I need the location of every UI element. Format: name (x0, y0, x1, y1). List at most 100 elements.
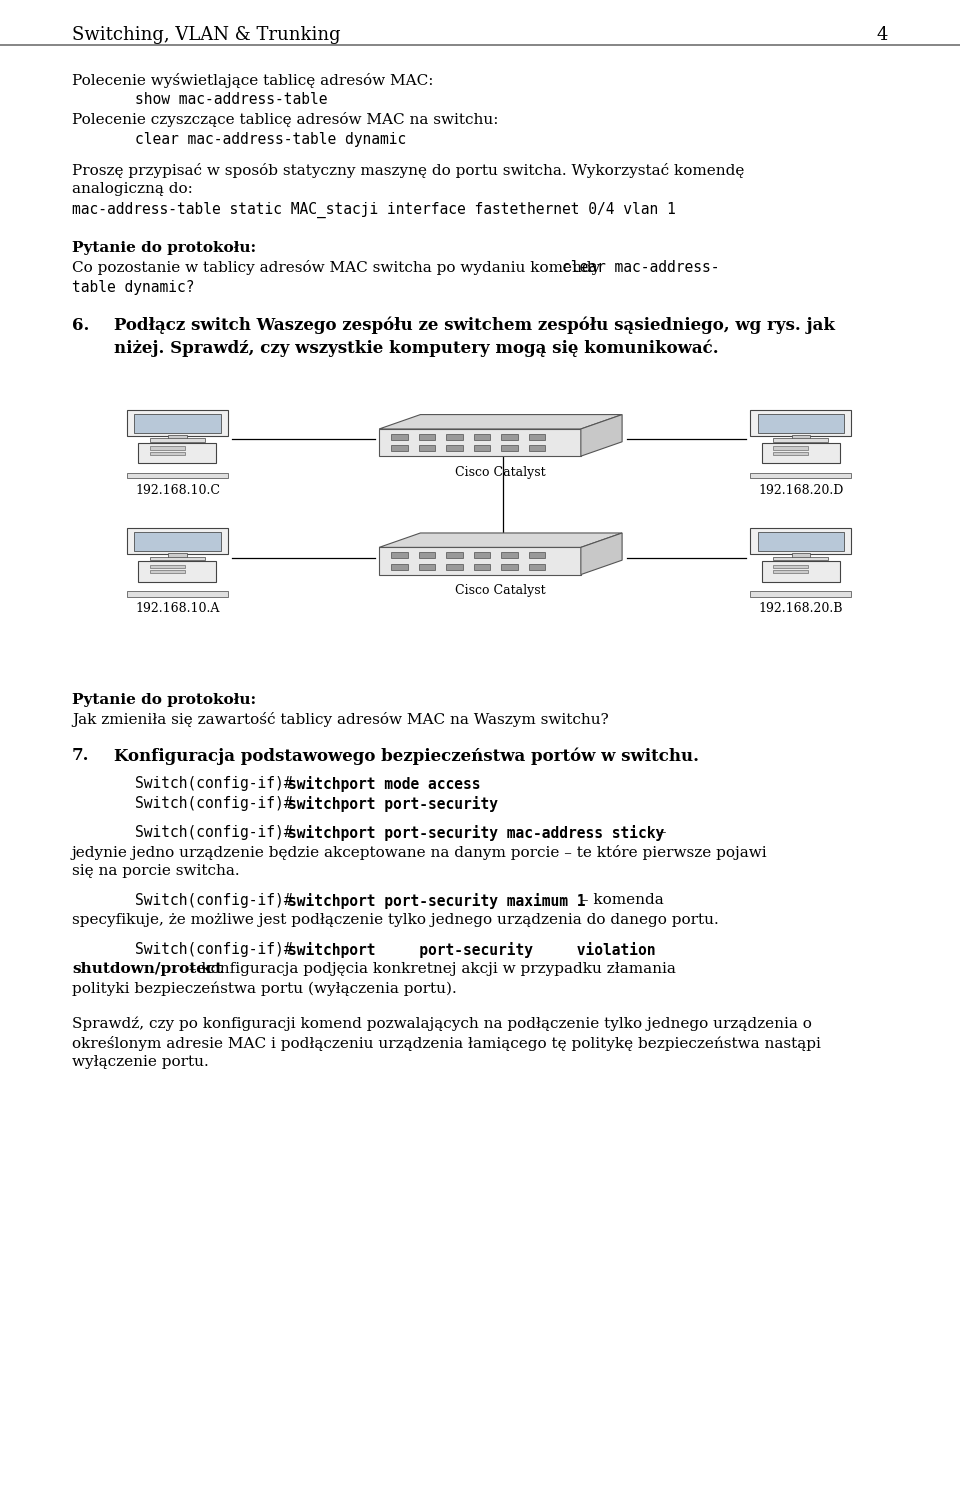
Bar (446, 564, 463, 569)
Polygon shape (581, 533, 622, 575)
Text: Switch(config-if)#: Switch(config-if)# (135, 796, 293, 811)
Text: Switching, VLAN & Trunking: Switching, VLAN & Trunking (72, 26, 341, 44)
Text: Jak zmieniła się zawartość tablicy adresów MAC na Waszym switchu?: Jak zmieniła się zawartość tablicy adres… (72, 711, 609, 726)
Text: clear mac-address-table dynamic: clear mac-address-table dynamic (135, 132, 406, 147)
Text: wyłączenie portu.: wyłączenie portu. (72, 1055, 208, 1069)
Bar (391, 552, 408, 558)
Text: Pytanie do protokołu:: Pytanie do protokołu: (72, 692, 256, 707)
Text: niżej. Sprawdź, czy wszystkie komputery mogą się komunikować.: niżej. Sprawdź, czy wszystkie komputery … (114, 339, 719, 357)
Bar (529, 434, 545, 440)
Bar (751, 410, 852, 435)
Text: specyfikuje, że możliwe jest podłączenie tylko jednego urządzenia do danego port: specyfikuje, że możliwe jest podłączenie… (72, 913, 719, 928)
Text: –: – (655, 826, 667, 839)
Bar (150, 557, 205, 560)
Text: shutdown/protect: shutdown/protect (72, 962, 223, 976)
Bar (419, 434, 435, 440)
Bar (473, 446, 491, 452)
Bar (529, 564, 545, 569)
Bar (529, 446, 545, 452)
Bar (419, 564, 435, 569)
Bar (127, 410, 228, 435)
Text: Cisco Catalyst: Cisco Catalyst (455, 465, 545, 479)
Bar (391, 564, 408, 569)
Text: Switch(config-if)#: Switch(config-if)# (135, 893, 293, 908)
Polygon shape (581, 414, 622, 456)
Text: Co pozostanie w tablicy adresów MAC switcha po wydaniu komendy: Co pozostanie w tablicy adresów MAC swit… (72, 260, 605, 275)
Text: 7.: 7. (72, 747, 89, 764)
Bar (150, 452, 184, 455)
Polygon shape (379, 414, 622, 429)
Bar (419, 552, 435, 558)
Bar (792, 554, 810, 558)
Text: Switch(config-if)#: Switch(config-if)# (135, 943, 293, 958)
Bar (127, 528, 228, 554)
Text: Podłącz switch Waszego zespółu ze switchem zespółu sąsiedniego, wg rys. jak: Podłącz switch Waszego zespółu ze switch… (114, 317, 835, 335)
Bar (419, 446, 435, 452)
Bar (150, 446, 184, 450)
Bar (150, 564, 184, 567)
Bar (751, 473, 852, 479)
Bar (391, 446, 408, 452)
Text: Pytanie do protokołu:: Pytanie do protokołu: (72, 240, 256, 255)
Bar (501, 434, 517, 440)
Text: 192.168.10.A: 192.168.10.A (135, 602, 220, 615)
Bar (774, 446, 808, 450)
Text: show mac-address-table: show mac-address-table (135, 93, 327, 108)
Bar (774, 557, 828, 560)
Text: switchport     port-security     violation: switchport port-security violation (289, 943, 656, 958)
Polygon shape (379, 548, 581, 575)
Polygon shape (379, 429, 581, 456)
Bar (774, 564, 808, 567)
Bar (762, 561, 840, 582)
Text: 192.168.20.D: 192.168.20.D (758, 483, 844, 497)
Bar (774, 570, 808, 573)
Polygon shape (379, 533, 622, 548)
Text: table dynamic?: table dynamic? (72, 279, 195, 294)
Bar (529, 552, 545, 558)
Bar (446, 552, 463, 558)
Bar (168, 554, 186, 558)
Text: switchport port-security maximum 1: switchport port-security maximum 1 (289, 893, 586, 910)
Text: się na porcie switcha.: się na porcie switcha. (72, 865, 240, 878)
Bar (446, 434, 463, 440)
Bar (150, 570, 184, 573)
Bar (751, 591, 852, 597)
Text: Polecenie czyszczące tablicę adresów MAC na switchu:: Polecenie czyszczące tablicę adresów MAC… (72, 113, 498, 128)
Text: clear mac-address-: clear mac-address- (562, 260, 719, 275)
Bar (473, 434, 491, 440)
Text: 192.168.10.C: 192.168.10.C (135, 483, 220, 497)
Bar (446, 446, 463, 452)
Text: switchport port-security: switchport port-security (289, 796, 498, 812)
Bar (391, 434, 408, 440)
Text: – komenda: – komenda (577, 893, 664, 908)
Bar (134, 533, 221, 551)
Bar (751, 528, 852, 554)
Text: switchport mode access: switchport mode access (289, 776, 481, 793)
Bar (138, 561, 216, 582)
Bar (792, 435, 810, 440)
Text: określonym adresie MAC i podłączeniu urządzenia łamiącego tę politykę bezpieczeń: określonym adresie MAC i podłączeniu urz… (72, 1036, 821, 1051)
Text: 4: 4 (876, 26, 888, 44)
Text: analogiczną do:: analogiczną do: (72, 182, 193, 197)
Text: Konfiguracja podstawowego bezpieczeństwa portów w switchu.: Konfiguracja podstawowego bezpieczeństwa… (114, 747, 699, 764)
Bar (501, 552, 517, 558)
Bar (501, 564, 517, 569)
Text: Proszę przypisać w sposób statyczny maszynę do portu switcha. Wykorzystać komend: Proszę przypisać w sposób statyczny masz… (72, 162, 744, 177)
Text: 6.: 6. (72, 317, 89, 333)
Bar (138, 443, 216, 464)
Bar (168, 435, 186, 440)
Text: 192.168.20.B: 192.168.20.B (758, 602, 843, 615)
Text: Switch(config-if)#: Switch(config-if)# (135, 826, 293, 841)
Bar (501, 446, 517, 452)
Text: – konfiguracja podjęcia konkretnej akcji w przypadku złamania: – konfiguracja podjęcia konkretnej akcji… (184, 962, 676, 976)
Bar (774, 438, 828, 441)
Text: jedynie jedno urządzenie będzie akceptowane na danym porcie – te które pierwsze : jedynie jedno urządzenie będzie akceptow… (72, 845, 768, 860)
Text: Switch(config-if)#: Switch(config-if)# (135, 776, 293, 791)
Text: Polecenie wyświetlające tablicę adresów MAC:: Polecenie wyświetlające tablicę adresów … (72, 74, 434, 89)
Text: mac-address-table static MAC_stacji interface fastethernet 0/4 vlan 1: mac-address-table static MAC_stacji inte… (72, 201, 676, 218)
Bar (134, 414, 221, 432)
Bar (762, 443, 840, 464)
Bar (473, 552, 491, 558)
Bar (127, 473, 228, 479)
Bar (757, 533, 844, 551)
